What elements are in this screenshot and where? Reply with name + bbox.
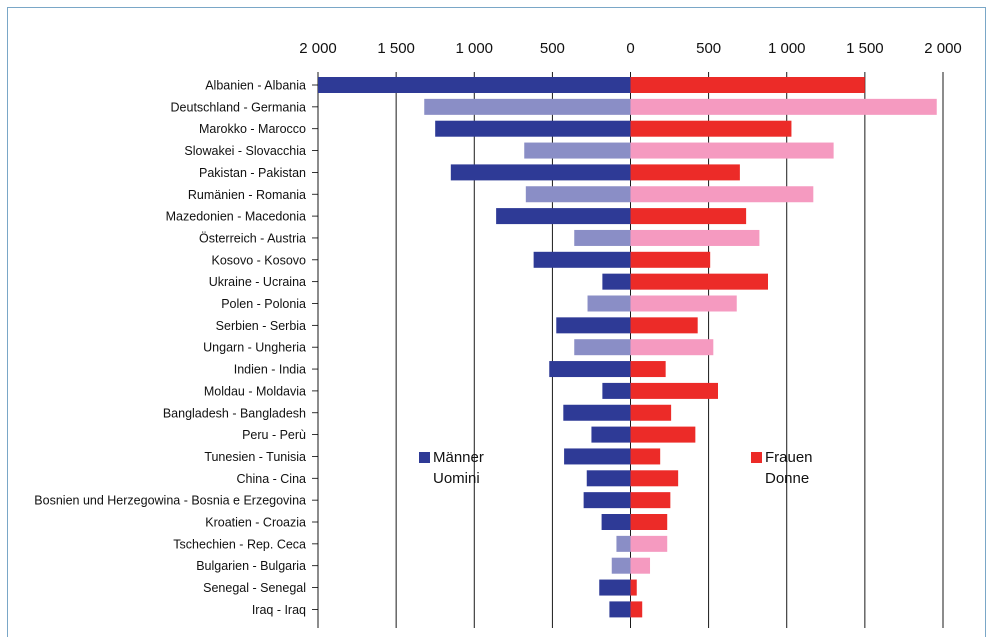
bar-female	[630, 404, 672, 421]
bar-male	[450, 164, 631, 181]
bar-female	[630, 208, 747, 225]
x-tick-label: 2 000	[299, 40, 337, 57]
bar-female	[630, 535, 668, 552]
category-label: Tschechien - Rep. Ceca	[173, 537, 306, 551]
legend-label: Uomini	[433, 470, 480, 487]
bar-male	[591, 426, 631, 443]
bar-male	[587, 295, 631, 312]
legend-label: Donne	[765, 470, 809, 487]
x-tick-label: 500	[540, 40, 565, 57]
bar-male	[616, 535, 631, 552]
bar-female	[630, 339, 714, 356]
bar-male	[583, 492, 631, 509]
category-label: Kosovo - Kosovo	[212, 253, 307, 267]
bar-male	[525, 186, 631, 203]
category-label: Ungarn - Ungheria	[203, 341, 306, 355]
grid-lines	[312, 72, 944, 628]
category-label: Pakistan - Pakistan	[199, 166, 306, 180]
bar-female	[630, 492, 671, 509]
bar-male	[602, 273, 631, 290]
category-label: Slowakei - Slovacchia	[184, 144, 306, 158]
category-labels: Albanien - Albania Deutschland - Germania…	[34, 79, 306, 617]
bar-male	[609, 601, 631, 618]
category-label: Deutschland - Germania	[171, 100, 307, 114]
bar-male	[563, 404, 631, 421]
bar-female	[630, 426, 696, 443]
category-label: Tunesien - Tunisia	[204, 450, 306, 464]
x-tick-label: 500	[696, 40, 721, 57]
bar-male	[556, 317, 631, 334]
category-label: Kroatien - Croazia	[205, 516, 306, 530]
category-label: Senegal - Senegal	[203, 581, 306, 595]
bar-female	[630, 186, 814, 203]
bar-male	[549, 361, 631, 378]
x-tick-label: 1 000	[455, 40, 493, 57]
bar-female	[630, 229, 760, 246]
bar-female	[630, 514, 668, 530]
bar-female	[630, 601, 643, 618]
bar-male	[611, 557, 631, 574]
category-label: Österreich - Austria	[199, 231, 306, 245]
legend-label: Frauen	[765, 449, 813, 466]
bar-female	[630, 273, 768, 290]
bar-female	[630, 295, 737, 312]
bar-male	[533, 251, 631, 268]
bar-female	[630, 448, 661, 465]
category-label: Indien - India	[234, 363, 306, 377]
bar-male	[496, 208, 631, 225]
bar-female	[630, 98, 937, 115]
category-label: Serbien - Serbia	[216, 319, 306, 333]
category-label: Bangladesh - Bangladesh	[163, 406, 306, 420]
x-tick-label: 1 500	[846, 40, 884, 57]
category-label: Albanien - Albania	[205, 79, 306, 93]
category-label: Bulgarien - Bulgaria	[196, 559, 306, 573]
bar-female	[630, 382, 718, 399]
bar-male	[524, 142, 631, 159]
bar-male	[318, 77, 631, 93]
legend-swatch	[751, 452, 762, 463]
x-tick-label: 1 000	[768, 40, 806, 57]
category-label: Rumänien - Romania	[188, 188, 306, 202]
x-tick-label: 2 000	[924, 40, 962, 57]
bar-female	[630, 579, 637, 596]
bar-female	[630, 142, 834, 159]
legend-swatch	[419, 452, 430, 463]
bar-male	[601, 514, 631, 530]
bar-female	[630, 77, 865, 93]
x-tick-label: 1 500	[377, 40, 415, 57]
legend: Männer Uomini Frauen Donne	[419, 449, 813, 487]
bar-male	[574, 229, 631, 246]
bar-female	[630, 361, 666, 378]
legend-label: Männer	[433, 449, 484, 466]
bar-female	[630, 120, 792, 137]
bar-male	[586, 470, 631, 487]
bar-male	[564, 448, 631, 465]
x-tick-labels: 2 000 1 500 1 000 500 0 500 1 000 1 500 2 000	[299, 40, 962, 57]
category-label: Moldau - Moldavia	[204, 384, 306, 398]
bar-male	[602, 382, 631, 399]
category-label: Mazedonien - Macedonia	[166, 210, 306, 224]
bar-female	[630, 317, 698, 334]
bar-female	[630, 557, 651, 574]
category-label: Iraq - Iraq	[252, 603, 306, 617]
bar-male	[574, 339, 631, 356]
x-tick-label: 0	[626, 40, 634, 57]
category-label: Ukraine - Ucraina	[209, 275, 306, 289]
bar-female	[630, 251, 711, 268]
category-label: Marokko - Marocco	[199, 122, 306, 136]
bars	[318, 77, 937, 618]
category-label: China - Cina	[237, 472, 307, 486]
category-label: Peru - Perù	[242, 428, 306, 442]
bar-male	[424, 98, 631, 115]
bar-male	[599, 579, 631, 596]
bar-female	[630, 164, 740, 181]
bar-female	[630, 470, 679, 487]
category-label: Polen - Polonia	[221, 297, 306, 311]
bar-male	[435, 120, 631, 137]
category-label: Bosnien und Herzegowina - Bosnia e Erzeg…	[34, 494, 306, 508]
